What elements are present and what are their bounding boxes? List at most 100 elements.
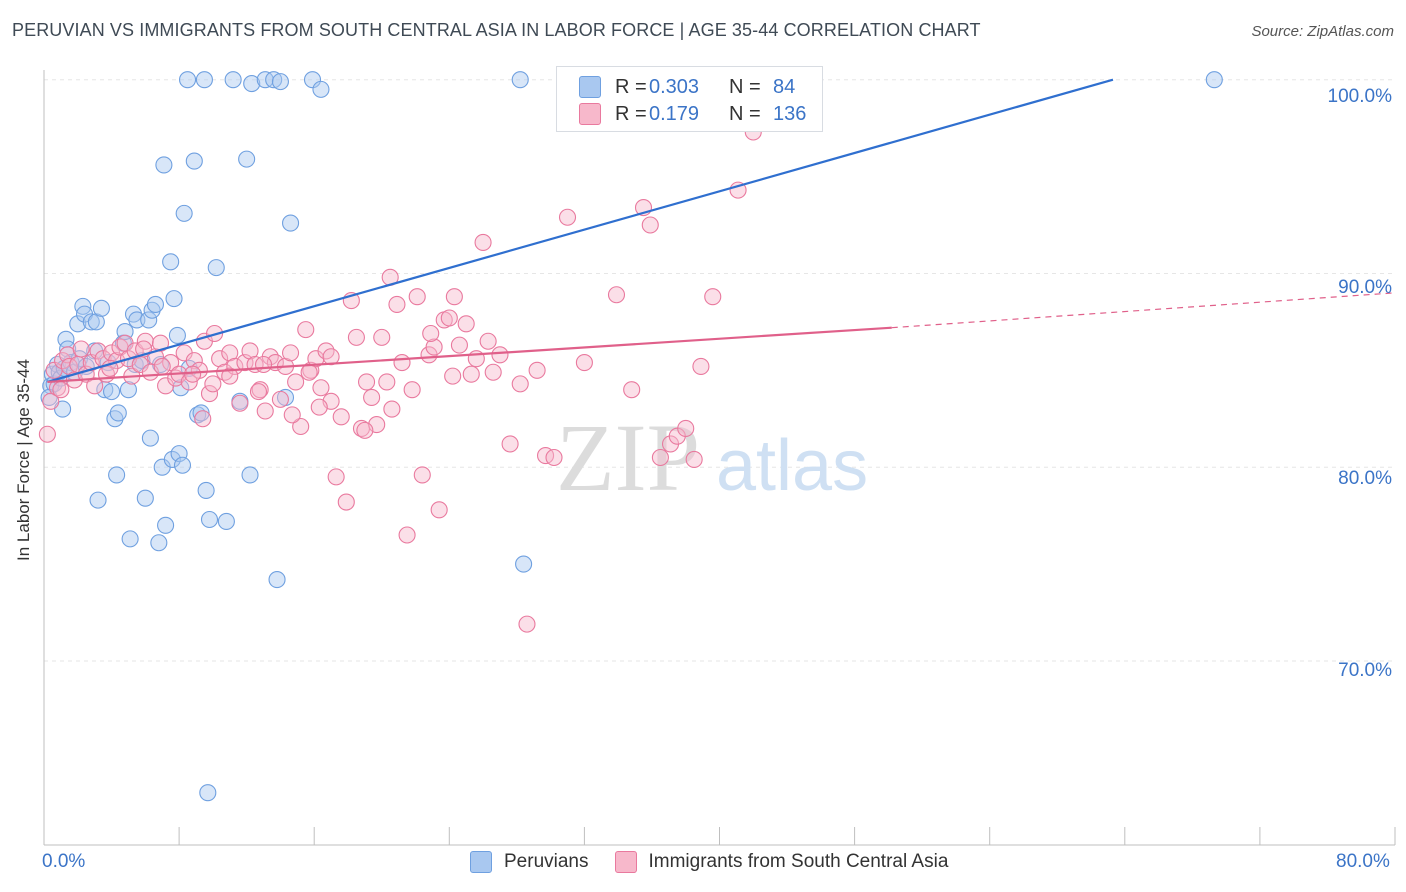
legend-n-label: N = [729, 75, 761, 98]
data-point [425, 338, 443, 356]
legend-item-peruvians[interactable]: Peruvians [470, 851, 589, 873]
data-point [194, 410, 212, 428]
data-point [52, 381, 70, 399]
data-point [537, 447, 555, 465]
x-tick-label-min: 0.0% [42, 851, 86, 872]
data-point [150, 534, 168, 552]
data-point [103, 383, 121, 401]
data-point [249, 383, 268, 401]
series-legend: Peruvians Immigrants from South Central … [470, 851, 974, 873]
data-point [119, 381, 137, 399]
data-point [38, 425, 56, 443]
data-point [157, 516, 175, 534]
legend-n-value: 136 [773, 102, 807, 125]
data-point [310, 398, 328, 416]
data-point [199, 784, 217, 802]
data-point [207, 259, 225, 277]
data-point [241, 466, 259, 484]
data-point [108, 466, 126, 484]
data-point [184, 365, 202, 383]
data-point [185, 352, 203, 370]
y-tick-label-70: 70.0% [1338, 660, 1392, 681]
data-point [162, 354, 180, 372]
legend-swatch-immigrants [614, 851, 637, 873]
data-point [141, 429, 159, 447]
legend-row-immigrants: R = 0.179 N = 136 [579, 101, 806, 127]
data-point [491, 346, 509, 364]
legend-n-label: N = [729, 102, 761, 125]
data-point [393, 354, 411, 372]
data-point [153, 357, 171, 375]
legend-r-label: R = [615, 75, 647, 98]
data-point [140, 311, 158, 329]
series-immigrants [38, 73, 762, 633]
data-point [474, 233, 492, 251]
data-point [185, 152, 203, 170]
data-point [623, 381, 641, 399]
data-point [403, 381, 421, 399]
stats-legend: R = 0.303 N = 84 R = 0.179 N = 136 [556, 66, 823, 132]
data-point [685, 450, 703, 468]
data-point [109, 404, 127, 422]
data-point [312, 80, 330, 98]
data-point [89, 491, 107, 509]
data-point [444, 367, 462, 385]
data-point [221, 367, 239, 385]
data-point [558, 208, 577, 226]
data-point [173, 456, 192, 474]
data-point [518, 615, 536, 633]
trend-line-extension [891, 292, 1396, 329]
data-point [175, 204, 193, 222]
data-point [408, 288, 426, 306]
data-point [484, 363, 502, 381]
data-point [42, 392, 60, 410]
data-point [422, 324, 440, 343]
data-point [243, 75, 261, 93]
data-point [116, 323, 134, 341]
data-point [383, 400, 401, 418]
legend-swatch-peruvians [470, 851, 492, 873]
data-point [501, 435, 519, 453]
data-point [271, 390, 289, 408]
data-point [378, 373, 396, 391]
data-point [283, 406, 301, 424]
data-point [195, 71, 213, 89]
watermark: ZIP atlas [556, 404, 868, 511]
data-point [178, 71, 197, 89]
data-point [192, 404, 210, 422]
data-point [268, 571, 286, 589]
data-point [332, 408, 350, 426]
data-point [515, 555, 533, 573]
data-point [398, 526, 416, 544]
data-point [224, 71, 242, 89]
data-point [231, 394, 249, 412]
legend-r-value: 0.303 [649, 75, 700, 98]
data-point [388, 295, 406, 313]
legend-r-value: 0.179 [649, 102, 700, 125]
data-point [373, 328, 391, 346]
data-point [54, 400, 72, 418]
data-point [297, 321, 315, 339]
data-point [238, 150, 256, 168]
legend-item-immigrants[interactable]: Immigrants from South Central Asia [614, 851, 949, 873]
series-peruvians [40, 71, 1223, 802]
data-point [445, 288, 463, 306]
watermark-atlas: atlas [716, 426, 868, 506]
data-point [545, 448, 563, 467]
legend-swatch-immigrants [579, 103, 601, 125]
data-point [440, 309, 458, 327]
data-point [347, 328, 365, 346]
trend-line [47, 78, 1114, 383]
data-point [430, 501, 448, 519]
legend-n-value: 84 [773, 75, 796, 98]
legend-label-immigrants: Immigrants from South Central Asia [648, 851, 949, 872]
x-tick-label-max: 80.0% [1336, 851, 1390, 872]
data-point [136, 489, 154, 507]
source-label: Source: ZipAtlas.com [1251, 23, 1394, 40]
data-point [528, 361, 546, 379]
data-point [72, 340, 90, 358]
watermark-zip: ZIP [556, 404, 700, 511]
y-tick-label-100: 100.0% [1327, 86, 1392, 107]
data-point [692, 357, 710, 375]
data-point [168, 326, 186, 344]
